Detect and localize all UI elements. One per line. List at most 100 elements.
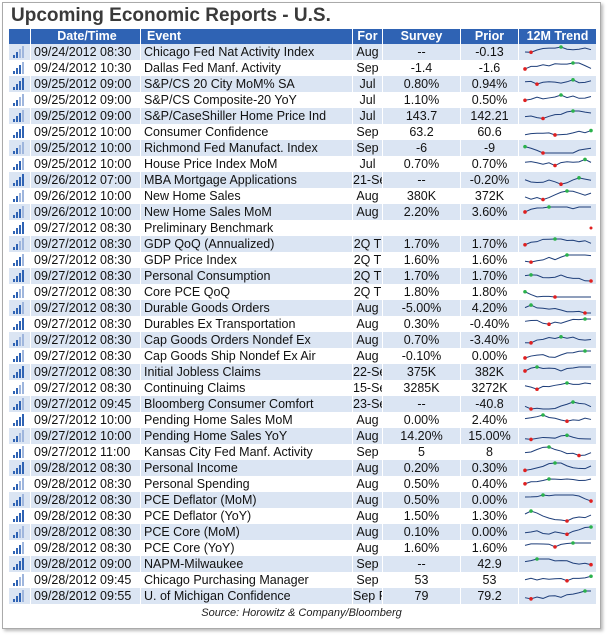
cell: Personal Consumption (141, 268, 353, 284)
high-dot (529, 509, 533, 513)
low-dot (523, 242, 527, 247)
trend-line (524, 462, 592, 471)
sparkline (524, 381, 592, 392)
bar-icon (16, 180, 18, 186)
trend-cell (519, 44, 597, 60)
low-dot (535, 82, 539, 86)
trend-line (524, 206, 591, 213)
icon-header (9, 29, 31, 44)
bar-icon (13, 231, 15, 234)
report-row: 09/28/2012 08:30 PCE Deflator (MoM) Aug 0.5… (9, 492, 597, 508)
importance-icon (9, 108, 31, 124)
cell: 1.60% (383, 252, 461, 268)
trend-cell (519, 140, 597, 156)
high-dot (541, 413, 545, 417)
bar-icon (13, 295, 15, 298)
importance-icon (9, 460, 31, 476)
bar-icon (19, 161, 21, 170)
cell: -1.4 (383, 60, 461, 76)
report-row: 09/27/2012 08:30 Core PCE QoQ 2Q T 1.80% 1.8… (9, 284, 597, 300)
trend-cell (519, 508, 597, 524)
importance-bars (13, 78, 24, 90)
report-row: 09/27/2012 08:30 Durables Ex Transportati… (9, 316, 597, 332)
bar-icon (16, 548, 18, 554)
cell: 42.9 (461, 556, 519, 572)
report-row: 09/27/2012 11:00 Kansas City Fed Manf. Ac… (9, 444, 597, 460)
report-row: 09/25/2012 10:00 Richmond Fed Manufact. I… (9, 140, 597, 156)
trend-cell (519, 412, 597, 428)
sparkline (523, 205, 591, 214)
report-row: 09/25/2012 10:00 Consumer Confidence Sep 63… (9, 124, 597, 140)
sparkline (523, 61, 592, 71)
bar-icon (13, 327, 15, 330)
cell: 4.20% (461, 300, 519, 316)
high-dot (535, 557, 539, 561)
low-dot (553, 545, 557, 549)
bar-icon (16, 116, 18, 122)
trend-cell (519, 588, 597, 604)
cell (461, 220, 519, 236)
cell: Sep (353, 60, 383, 76)
sparkline (524, 541, 591, 549)
importance-icon (9, 284, 31, 300)
cell: 60.6 (461, 124, 519, 140)
trend-line (524, 94, 592, 101)
trend-line (524, 350, 592, 359)
cell: 0.00% (461, 524, 519, 540)
cell: Sep F (353, 588, 383, 604)
cell: 09/25/2012 09:00 (31, 76, 141, 92)
importance-icon (9, 476, 31, 492)
trend-cell (519, 572, 597, 588)
high-dot (583, 589, 587, 593)
cell: -0.20% (461, 172, 519, 188)
bar-icon (19, 465, 21, 474)
bar-icon (22, 510, 24, 522)
trend-cell (519, 540, 597, 556)
sparkline (523, 144, 592, 155)
bar-icon (22, 302, 24, 314)
importance-icon (9, 300, 31, 316)
importance-bars (13, 206, 24, 218)
low-dot (523, 67, 527, 71)
bar-icon (19, 129, 21, 138)
low-dot (529, 407, 533, 411)
bar-icon (16, 84, 18, 90)
bar-icon (13, 487, 15, 490)
bar-icon (22, 190, 24, 202)
bar-icon (19, 577, 21, 586)
bar-icon (22, 254, 24, 266)
cell: 0.70% (383, 332, 461, 348)
cell: 09/25/2012 10:00 (31, 140, 141, 156)
report-row: 09/28/2012 08:30 PCE Core (MoM) Aug 0.10% 0.… (9, 524, 597, 540)
cell: 1.60% (383, 540, 461, 556)
cell: Aug (353, 188, 383, 204)
bar-icon (13, 199, 15, 202)
bar-icon (13, 439, 15, 442)
importance-icon (9, 380, 31, 396)
cell: 23-Sep (353, 396, 383, 412)
cell: Aug (353, 44, 383, 60)
bar-icon (13, 583, 15, 586)
cell: 2Q T (353, 268, 383, 284)
cell: 09/25/2012 10:00 (31, 124, 141, 140)
low-dot (523, 468, 527, 473)
bar-icon (13, 103, 15, 106)
report-row: 09/25/2012 10:00 House Price Index MoM Jul… (9, 156, 597, 172)
bar-icon (22, 414, 24, 426)
cell: 0.80% (383, 76, 461, 92)
cell: Kansas City Fed Manf. Activity (141, 444, 353, 460)
cell: Pending Home Sales MoM (141, 412, 353, 428)
cell: 3.60% (461, 204, 519, 220)
cell: S&P/CS 20 City MoM% SA (141, 76, 353, 92)
bar-icon (16, 356, 18, 362)
cell: Chicago Fed Nat Activity Index (141, 44, 353, 60)
importance-icon (9, 124, 31, 140)
high-dot (553, 237, 557, 241)
bar-icon (16, 52, 18, 58)
importance-icon (9, 412, 31, 428)
trend-cell (519, 492, 597, 508)
cell: U. of Michigan Confidence (141, 588, 353, 604)
bar-icon (13, 263, 15, 266)
bar-icon (16, 580, 18, 586)
sparkline (523, 93, 592, 103)
